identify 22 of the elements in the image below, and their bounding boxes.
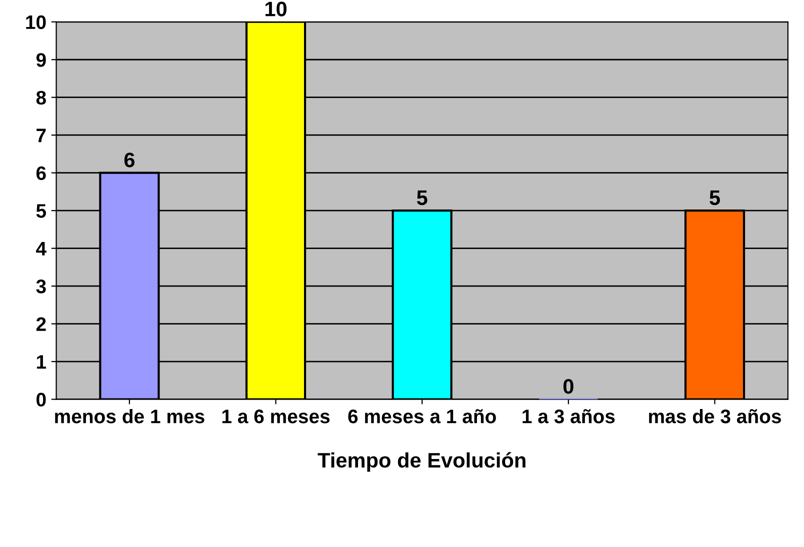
x-tick-label: 1 a 6 meses xyxy=(222,410,330,424)
x-tick-label: 1 a 3 años xyxy=(522,409,615,424)
y-tick-label: 5 xyxy=(36,204,46,218)
y-tick-label: 2 xyxy=(36,317,46,331)
y-tick-label: 0 xyxy=(36,392,46,407)
y-tick-label: 3 xyxy=(36,280,46,294)
data-label: 5 xyxy=(710,190,720,206)
y-tick-label: 1 xyxy=(36,355,46,369)
y-tick-label: 9 xyxy=(36,53,46,67)
x-tick-label: mas de 3 años xyxy=(649,409,781,424)
y-tick-label: 4 xyxy=(36,242,46,256)
data-label: 5 xyxy=(416,190,428,206)
y-tick-label: 7 xyxy=(36,128,46,142)
y-tick-label: 10 xyxy=(26,15,46,30)
data-label: 6 xyxy=(124,152,134,168)
x-axis-title: Tiempo de Evolución xyxy=(318,452,526,472)
data-label: 10 xyxy=(266,2,287,16)
x-tick-label: 6 meses a 1 año xyxy=(348,409,496,424)
data-label: 0 xyxy=(563,379,574,394)
y-tick-label: 6 xyxy=(36,166,46,180)
x-tick-label: menos de 1 mes xyxy=(55,409,204,424)
y-tick-label: 8 xyxy=(36,90,46,105)
